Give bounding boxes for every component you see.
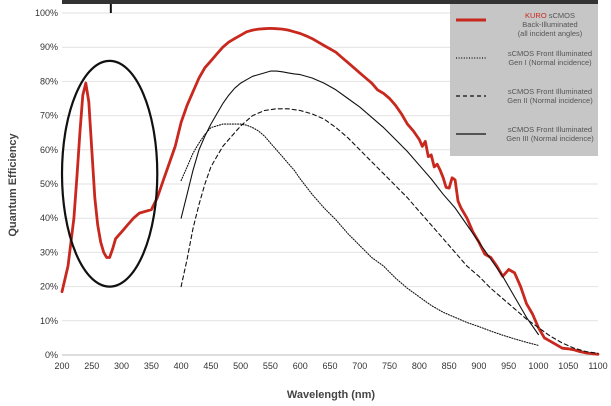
x-tick-label: 200	[54, 361, 69, 371]
top-bar	[62, 0, 598, 4]
x-tick-label: 1000	[528, 361, 548, 371]
x-tick-label: 450	[203, 361, 218, 371]
y-tick-labels: 0% 10% 20% 30% 40% 50% 60% 70% 80% 90% 100%	[35, 8, 58, 360]
x-tick-labels: 200 250 300 350 400 450 500 550 600 650 700 750 800 8…	[54, 361, 607, 371]
y-tick-label: 20%	[40, 282, 58, 292]
x-tick-label: 500	[233, 361, 248, 371]
y-tick-label: 90%	[40, 42, 58, 52]
legend-label-3: sCMOS Front Illuminated	[508, 87, 592, 96]
x-tick-label: 650	[322, 361, 337, 371]
x-tick-label: 350	[144, 361, 159, 371]
y-tick-label: 50%	[40, 179, 58, 189]
x-tick-label: 700	[352, 361, 367, 371]
legend-sublabel: Back-Illuminated	[522, 20, 577, 29]
y-tick-label: 60%	[40, 145, 58, 155]
x-tick-label: 800	[412, 361, 427, 371]
y-tick-label: 40%	[40, 213, 58, 223]
x-tick-label: 400	[174, 361, 189, 371]
highlight-ellipse	[60, 59, 159, 288]
x-tick-label: 550	[263, 361, 278, 371]
legend-sublabel: (all incident angles)	[518, 29, 583, 38]
series-line-3	[180, 108, 599, 354]
x-tick-label: 1100	[588, 361, 607, 371]
x-tick-label: 850	[442, 361, 457, 371]
legend-sublabel: Gen II (Normal incidence)	[507, 96, 593, 105]
series-line-2	[180, 123, 539, 346]
y-tick-label: 100%	[35, 8, 58, 18]
y-tick-label: 10%	[40, 316, 58, 326]
series-line-4	[180, 70, 539, 336]
legend-label-4: sCMOS Front Illuminated	[508, 125, 592, 134]
x-tick-label: 750	[382, 361, 397, 371]
legend-box	[450, 4, 598, 156]
x-tick-label: 1050	[558, 361, 578, 371]
x-tick-label: 300	[114, 361, 129, 371]
x-tick-label: 950	[501, 361, 516, 371]
x-axis-title: Wavelength (nm)	[287, 389, 376, 401]
y-tick-label: 80%	[40, 76, 58, 86]
y-axis-title: Quantum Efficiency	[7, 132, 19, 236]
series-lines	[60, 26, 600, 356]
x-tick-label: 600	[293, 361, 308, 371]
x-tick-label: 900	[471, 361, 486, 371]
legend-sublabel: Gen III (Normal incidence)	[506, 134, 594, 143]
legend-label-2: sCMOS Front Illuminated	[508, 49, 592, 58]
y-tick-label: 0%	[45, 350, 58, 360]
x-tick-label: 250	[84, 361, 99, 371]
y-tick-label: 30%	[40, 247, 58, 257]
series-line-1	[60, 26, 600, 356]
legend-label-1: KURO sCMOS	[525, 11, 575, 20]
legend-sublabel: Gen I (Normal incidence)	[508, 58, 592, 67]
annotations	[60, 0, 598, 288]
y-tick-label: 70%	[40, 111, 58, 121]
